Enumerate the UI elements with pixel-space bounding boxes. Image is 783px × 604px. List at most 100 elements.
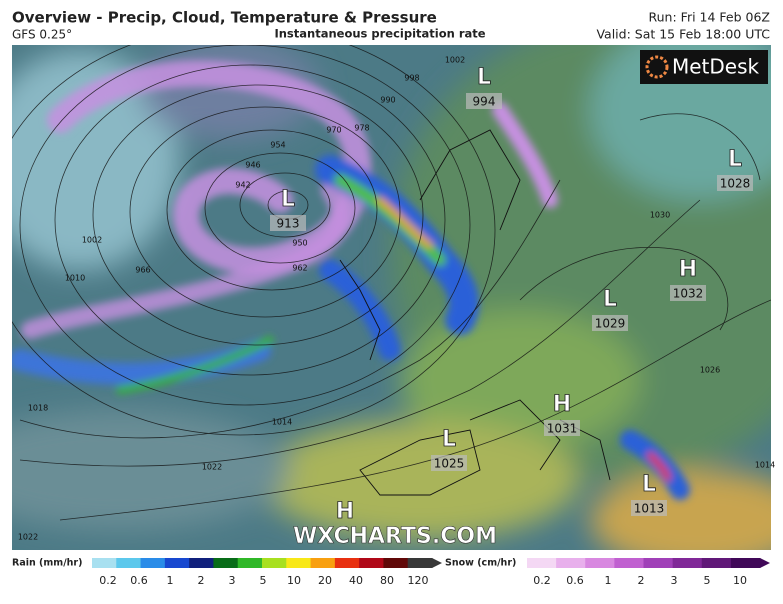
snow-tick-label: 1 xyxy=(605,574,612,587)
map xyxy=(12,45,771,550)
rain-swatch xyxy=(383,558,409,568)
pressure-value: 1032 xyxy=(673,287,704,301)
snow-tick-label: 0.6 xyxy=(566,574,584,587)
valid-time: Valid: Sat 15 Feb 18:00 UTC xyxy=(596,27,770,42)
pressure-symbol: L xyxy=(442,427,456,452)
rain-swatch xyxy=(92,558,117,568)
isobar-label: 1010 xyxy=(65,274,85,283)
logo-icon xyxy=(645,55,669,79)
rain-tick-label: 2 xyxy=(198,574,205,587)
rain-tick-label: 5 xyxy=(260,574,267,587)
rain-swatch xyxy=(237,558,263,568)
pressure-symbol: H xyxy=(679,257,697,282)
rain-swatch xyxy=(116,558,142,568)
isobar-label: 966 xyxy=(135,266,150,275)
logo-box xyxy=(640,50,768,84)
rain-arrow xyxy=(432,558,442,568)
subtitle: Instantaneous precipitation rate xyxy=(274,27,485,41)
pressure-symbol: H xyxy=(336,499,354,524)
isobar-label: 1014 xyxy=(755,461,775,470)
isobar-label: 998 xyxy=(404,74,419,83)
pressure-value-box xyxy=(544,420,580,436)
rain-swatch xyxy=(140,558,166,568)
title: Overview - Precip, Cloud, Temperature & … xyxy=(12,9,437,27)
legend: 0.2 0.6 1 2 3 5 10 20 40 80 120 0.2 0.6 1 2 3 5 10 xyxy=(92,558,770,587)
isobar-label: 1022 xyxy=(202,463,222,472)
isobar-label: 946 xyxy=(245,161,260,170)
rain-tick-label: 0.2 xyxy=(99,574,117,587)
rain-tick-label: 0.6 xyxy=(130,574,148,587)
run-time: Run: Fri 14 Feb 06Z xyxy=(649,10,770,25)
pressure-value: 1029 xyxy=(595,317,626,331)
rain-tick-label: 3 xyxy=(229,574,236,587)
rain-swatch xyxy=(359,558,384,568)
pressure-value-box xyxy=(270,215,306,231)
isobar-labels: 998 1002 990 978 970 954 946 942 950 962 966 1002 10… xyxy=(18,56,775,542)
rain-swatch xyxy=(334,558,360,568)
isobar-label: 950 xyxy=(292,239,307,248)
isobar-label: 1026 xyxy=(700,366,720,375)
snow-swatch xyxy=(643,558,674,568)
model: GFS 0.25° xyxy=(12,28,72,42)
isobar-label: 1002 xyxy=(445,56,465,65)
rain-tick-label: 1 xyxy=(167,574,174,587)
pressure-symbol: H xyxy=(553,392,571,417)
snow-tick-label: 2 xyxy=(638,574,645,587)
pressure-value-box xyxy=(592,315,628,331)
isobar-label: 962 xyxy=(292,264,307,273)
pressure-symbol: L xyxy=(728,147,742,172)
pressure-value-box xyxy=(466,93,502,109)
rain-tick-label: 40 xyxy=(349,574,363,587)
rain-swatch xyxy=(164,558,190,568)
watermark: WXCHARTS.COM xyxy=(293,524,497,549)
snow-swatch xyxy=(701,558,732,568)
rain-swatch xyxy=(407,558,433,568)
rain-swatch xyxy=(213,558,239,568)
pressure-value-box xyxy=(717,175,753,191)
rain-tick-label: 20 xyxy=(318,574,332,587)
pressure-value: 1013 xyxy=(634,502,665,516)
snow-swatch xyxy=(730,558,761,568)
pressure-centres: L 994 L 913 L 1028 H 1032 L 1029 H 1031 L 1025 L 1013 H xyxy=(270,65,753,524)
snow-tick-label: 3 xyxy=(671,574,678,587)
pressure-value: 1031 xyxy=(547,422,578,436)
isobar-label: 942 xyxy=(235,181,250,190)
snow-swatch xyxy=(556,558,586,568)
isobar-label: 978 xyxy=(354,124,369,133)
rain-tick-label: 80 xyxy=(380,574,394,587)
rain-swatch xyxy=(189,558,214,568)
isobar-label: 1022 xyxy=(18,533,38,542)
pressure-value: 994 xyxy=(473,95,496,109)
rain-label: Rain (mm/hr) xyxy=(12,558,82,569)
isobar-label: 1002 xyxy=(82,236,102,245)
isobar-label: 954 xyxy=(270,141,285,150)
pressure-value-box xyxy=(631,500,667,516)
logo: MetDesk xyxy=(672,55,760,79)
isobar-label: 970 xyxy=(326,126,341,135)
pressure-value: 1025 xyxy=(434,457,465,471)
pressure-symbol: L xyxy=(477,65,491,90)
rain-swatch xyxy=(262,558,287,568)
pressure-value: 1028 xyxy=(720,177,751,191)
snow-arrow xyxy=(760,558,770,568)
snow-tick-label: 5 xyxy=(704,574,711,587)
rain-swatch xyxy=(286,558,312,568)
snow-swatch xyxy=(585,558,615,568)
snow-swatch xyxy=(672,558,703,568)
snow-label: Snow (cm/hr) xyxy=(445,558,516,569)
isobar-label: 1014 xyxy=(272,418,292,427)
pressure-value-box xyxy=(431,455,467,471)
snow-tick-label: 0.2 xyxy=(533,574,551,587)
rain-tick-label: 120 xyxy=(408,574,429,587)
isobar-label: 1030 xyxy=(650,211,670,220)
snow-swatch xyxy=(527,558,557,568)
snow-swatch xyxy=(614,558,644,568)
isobar-label: 1018 xyxy=(28,404,48,413)
pressure-symbol: L xyxy=(603,287,617,312)
isobar-label: 990 xyxy=(380,96,395,105)
pressure-symbol: L xyxy=(281,187,295,212)
snow-tick-label: 10 xyxy=(733,574,747,587)
pressure-value-box xyxy=(670,285,706,301)
pressure-value: 913 xyxy=(277,217,300,231)
